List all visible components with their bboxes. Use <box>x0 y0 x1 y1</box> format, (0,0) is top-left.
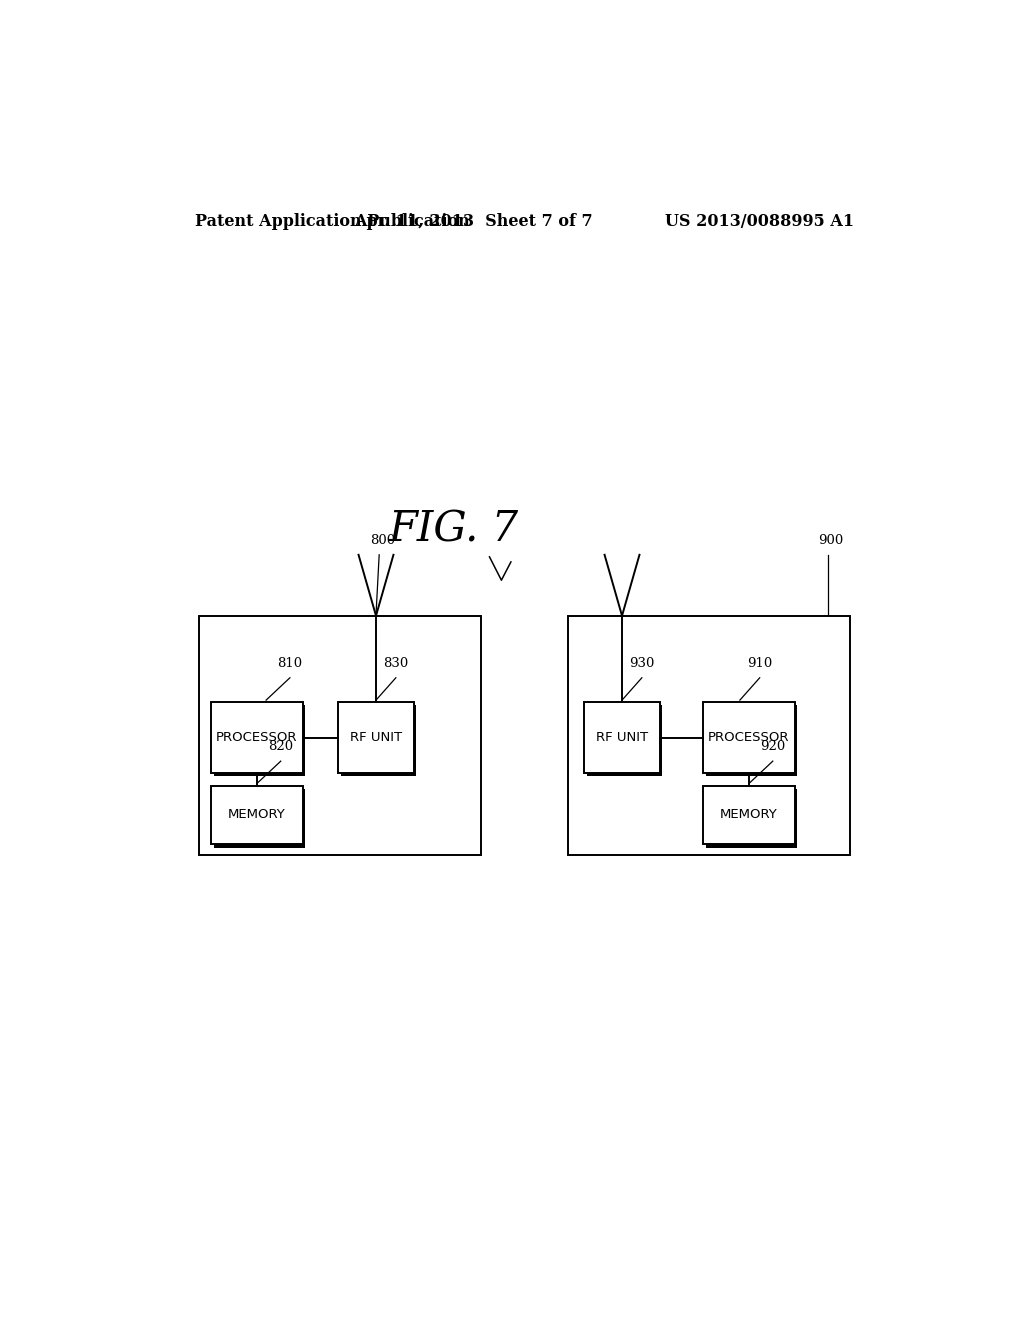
Text: RF UNIT: RF UNIT <box>350 731 402 744</box>
Text: RF UNIT: RF UNIT <box>596 731 648 744</box>
Text: MEMORY: MEMORY <box>228 808 286 821</box>
Text: PROCESSOR: PROCESSOR <box>709 731 790 744</box>
Text: 920: 920 <box>760 741 785 752</box>
Bar <box>211 702 303 774</box>
Text: 800: 800 <box>370 533 395 546</box>
Text: US 2013/0088995 A1: US 2013/0088995 A1 <box>665 213 854 230</box>
Text: 900: 900 <box>818 533 843 546</box>
Bar <box>706 788 797 847</box>
Bar <box>200 615 481 854</box>
Bar <box>211 785 303 845</box>
Bar <box>214 705 305 776</box>
Bar <box>703 702 795 774</box>
Bar <box>706 705 797 776</box>
Bar <box>338 702 414 774</box>
Text: 820: 820 <box>268 741 293 752</box>
Text: PROCESSOR: PROCESSOR <box>216 731 298 744</box>
Text: 830: 830 <box>383 656 409 669</box>
Bar <box>585 702 659 774</box>
Text: 810: 810 <box>278 656 302 669</box>
Text: Apr. 11, 2013  Sheet 7 of 7: Apr. 11, 2013 Sheet 7 of 7 <box>354 213 593 230</box>
Text: FIG. 7: FIG. 7 <box>388 508 518 550</box>
Bar <box>568 615 850 854</box>
Text: 910: 910 <box>748 656 772 669</box>
Bar <box>587 705 663 776</box>
Bar <box>214 788 305 847</box>
Text: 930: 930 <box>629 656 654 669</box>
Bar <box>341 705 416 776</box>
Text: MEMORY: MEMORY <box>720 808 778 821</box>
Bar <box>703 785 795 845</box>
Text: Patent Application Publication: Patent Application Publication <box>196 213 470 230</box>
